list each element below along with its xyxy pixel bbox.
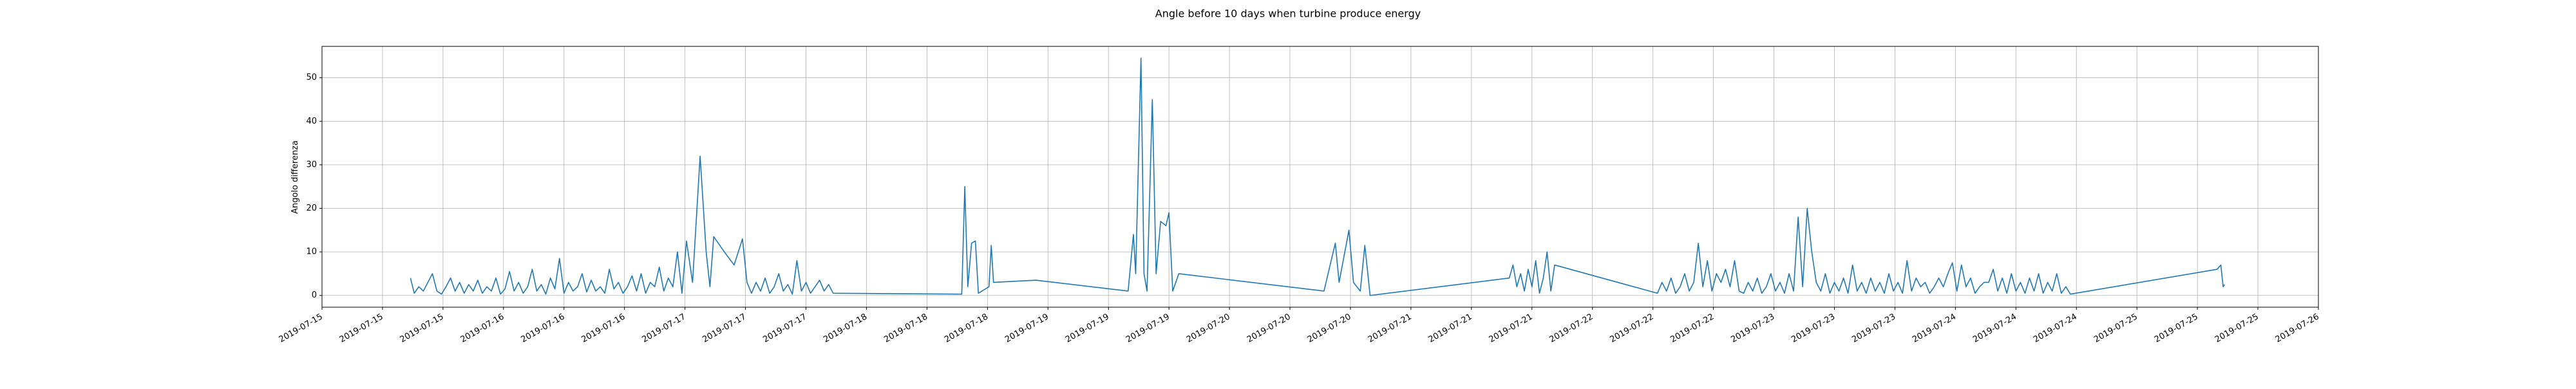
y-tick-label: 40	[306, 117, 317, 126]
y-tick-label: 50	[306, 73, 317, 82]
y-tick-label: 20	[306, 204, 317, 213]
series-line	[410, 57, 2226, 296]
y-tick-label: 30	[306, 160, 317, 169]
y-tick-label: 10	[306, 247, 317, 257]
plot-frame	[321, 46, 2319, 308]
y-tick-label: 0	[312, 290, 317, 300]
y-axis-label: Angolo differenza	[290, 140, 300, 214]
chart-title: Angle before 10 days when turbine produc…	[1155, 8, 1421, 20]
